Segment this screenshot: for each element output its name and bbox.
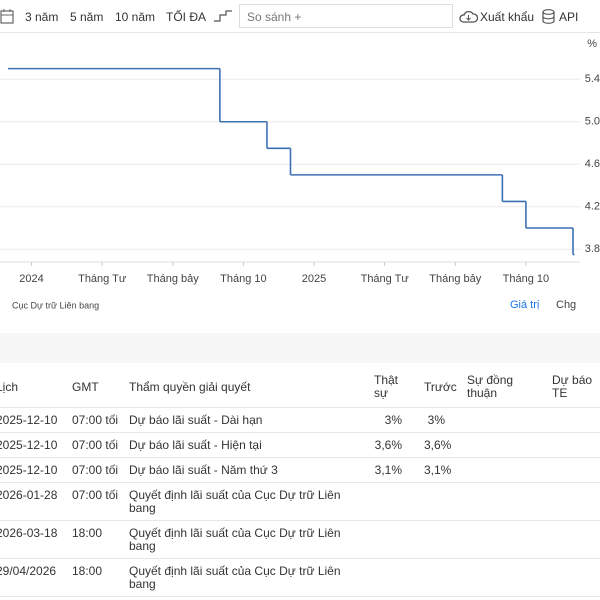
header-text: Lịch	[0, 379, 19, 394]
y-unit: %	[587, 38, 597, 50]
view-toggle[interactable]: Chg	[556, 299, 576, 311]
table-cell	[463, 482, 548, 521]
table-cell	[548, 407, 600, 433]
table-cell: 3,6%	[420, 432, 463, 458]
table-cell: 2026-01-28	[0, 482, 68, 521]
column-header: Thẩm quyền giải quyết	[125, 364, 370, 408]
compare-input[interactable]: So sánh +	[239, 4, 453, 28]
x-tick-label: Tháng Tư	[78, 273, 127, 285]
header-text: GMT	[72, 379, 99, 394]
x-tick-label: 2025	[302, 273, 326, 285]
table-cell: 3%	[370, 407, 420, 433]
header-text: Trước	[424, 379, 457, 394]
table-cell: Quyết định lãi suất của Cục Dự trữ Liên …	[125, 558, 370, 597]
header-row: Lịch GMT Thẩm quyền giải quyết Thật sự Trước…	[0, 364, 600, 408]
range-button[interactable]: TỐI ĐA	[166, 10, 207, 24]
y-tick-label: 3.8	[585, 243, 600, 255]
export-button[interactable]: Xuất khẩu	[480, 10, 535, 24]
separator	[0, 333, 600, 363]
toolbar: 3 năm 5 năm 10 năm TỐI ĐA So sánh + Xuất…	[0, 0, 600, 33]
column-header: Trước	[420, 364, 463, 408]
table-cell: 3,1%	[420, 457, 463, 483]
x-tick-label: 2024	[19, 273, 43, 285]
calendar-table: Lịch GMT Thẩm quyền giải quyết Thật sự Trước…	[0, 364, 600, 597]
x-tick-label: Tháng bảy	[147, 273, 199, 285]
view-toggle[interactable]: Giá trị	[510, 299, 539, 311]
header-text: Dự báo TE	[552, 373, 593, 400]
x-tick-label: Tháng 10	[220, 273, 266, 285]
table-cell: 2025-12-10	[0, 407, 68, 433]
table-row: 2025-12-10 07:00 tối Dự báo lãi suất - Hiệ…	[0, 432, 600, 458]
table-cell: 18:00	[68, 520, 125, 559]
table-cell	[370, 520, 420, 559]
table-cell	[548, 558, 600, 597]
header-text: Thật sự	[374, 373, 399, 400]
column-header: Sự đồng thuận	[463, 364, 548, 408]
table-cell	[420, 482, 463, 521]
table-row: 2025-12-10 07:00 tối Dự báo lãi suất - Năm…	[0, 457, 600, 483]
table-cell	[370, 558, 420, 597]
table-cell: 07:00 tối	[68, 432, 125, 458]
table-cell: Dự báo lãi suất - Hiện tại	[125, 432, 370, 458]
table-cell: Dự báo lãi suất - Dài hạn	[125, 407, 370, 433]
x-tick-label: Tháng 10	[503, 273, 549, 285]
export-icon[interactable]	[459, 9, 478, 24]
table: Lịch GMT Thẩm quyền giải quyết Thật sự Trước…	[0, 364, 600, 597]
table-cell	[463, 457, 548, 483]
table-cell: Quyết định lãi suất của Cục Dự trữ Liên …	[125, 520, 370, 559]
table-cell: 3,1%	[370, 457, 420, 483]
table-cell	[548, 482, 600, 521]
table-cell: 3%	[420, 407, 463, 433]
y-tick-label: 5.0	[585, 116, 600, 128]
table-cell: 18:00	[68, 558, 125, 597]
table-cell	[548, 432, 600, 458]
table-cell	[370, 482, 420, 521]
table-cell	[463, 558, 548, 597]
table-cell	[548, 457, 600, 483]
compare-placeholder: So sánh +	[247, 10, 302, 24]
x-tick-label: Tháng bảy	[429, 273, 481, 285]
table-cell: 2025-12-10	[0, 457, 68, 483]
table-row: 2026-03-18 18:00 Quyết định lãi suất của C…	[0, 520, 600, 559]
table-cell: Quyết định lãi suất của Cục Dự trữ Liên …	[125, 482, 370, 521]
column-header: GMT	[68, 364, 125, 408]
chart: % 5.4 5.0 4.6 4.2 3.8 2024 Tháng Tư Tháng bảy Thá…	[0, 38, 600, 311]
api-icon[interactable]	[542, 9, 555, 24]
range-button[interactable]: 5 năm	[70, 10, 104, 24]
table-cell: 07:00 tối	[68, 482, 125, 521]
table-cell: 3,6%	[370, 432, 420, 458]
header-text: Thẩm quyền giải quyết	[129, 379, 251, 394]
table-row: 2026-01-28 07:00 tối Quyết định lãi suất c…	[0, 482, 600, 521]
range-button[interactable]: 10 năm	[115, 10, 156, 24]
table-cell: 2026-03-18	[0, 520, 68, 559]
table-cell	[463, 407, 548, 433]
column-header: Thật sự	[370, 364, 420, 408]
y-tick-label: 4.6	[585, 158, 600, 170]
column-header: Lịch	[0, 364, 68, 408]
column-header: Dự báo TE	[548, 364, 600, 408]
chart-type-icon[interactable]	[214, 10, 232, 22]
table-row: 2025-12-10 07:00 tối Dự báo lãi suất - Dài…	[0, 407, 600, 433]
table-cell: Dự báo lãi suất - Năm thứ 3	[125, 457, 370, 483]
table-cell	[463, 520, 548, 559]
table-cell	[548, 520, 600, 559]
x-tick-label: Tháng Tư	[361, 273, 410, 285]
header-text: Sự đồng thuận	[467, 373, 514, 400]
table-cell	[420, 558, 463, 597]
table-cell	[463, 432, 548, 458]
calendar-icon[interactable]	[0, 9, 14, 24]
table-body: 2025-12-10 07:00 tối Dự báo lãi suất - Dài…	[0, 407, 600, 597]
table-cell: 07:00 tối	[68, 457, 125, 483]
table-row: 29/04/2026 18:00 Quyết định lãi suất của C…	[0, 558, 600, 597]
source: Cục Dự trữ Liên bang	[12, 300, 99, 310]
table-cell	[420, 520, 463, 559]
api-button[interactable]: API	[559, 10, 579, 24]
table-cell: 07:00 tối	[68, 407, 125, 433]
table-cell: 2025-12-10	[0, 432, 68, 458]
range-button[interactable]: 3 năm	[25, 10, 59, 24]
y-tick-label: 5.4	[585, 73, 600, 85]
y-tick-label: 4.2	[585, 201, 600, 213]
table-cell: 29/04/2026	[0, 558, 68, 597]
